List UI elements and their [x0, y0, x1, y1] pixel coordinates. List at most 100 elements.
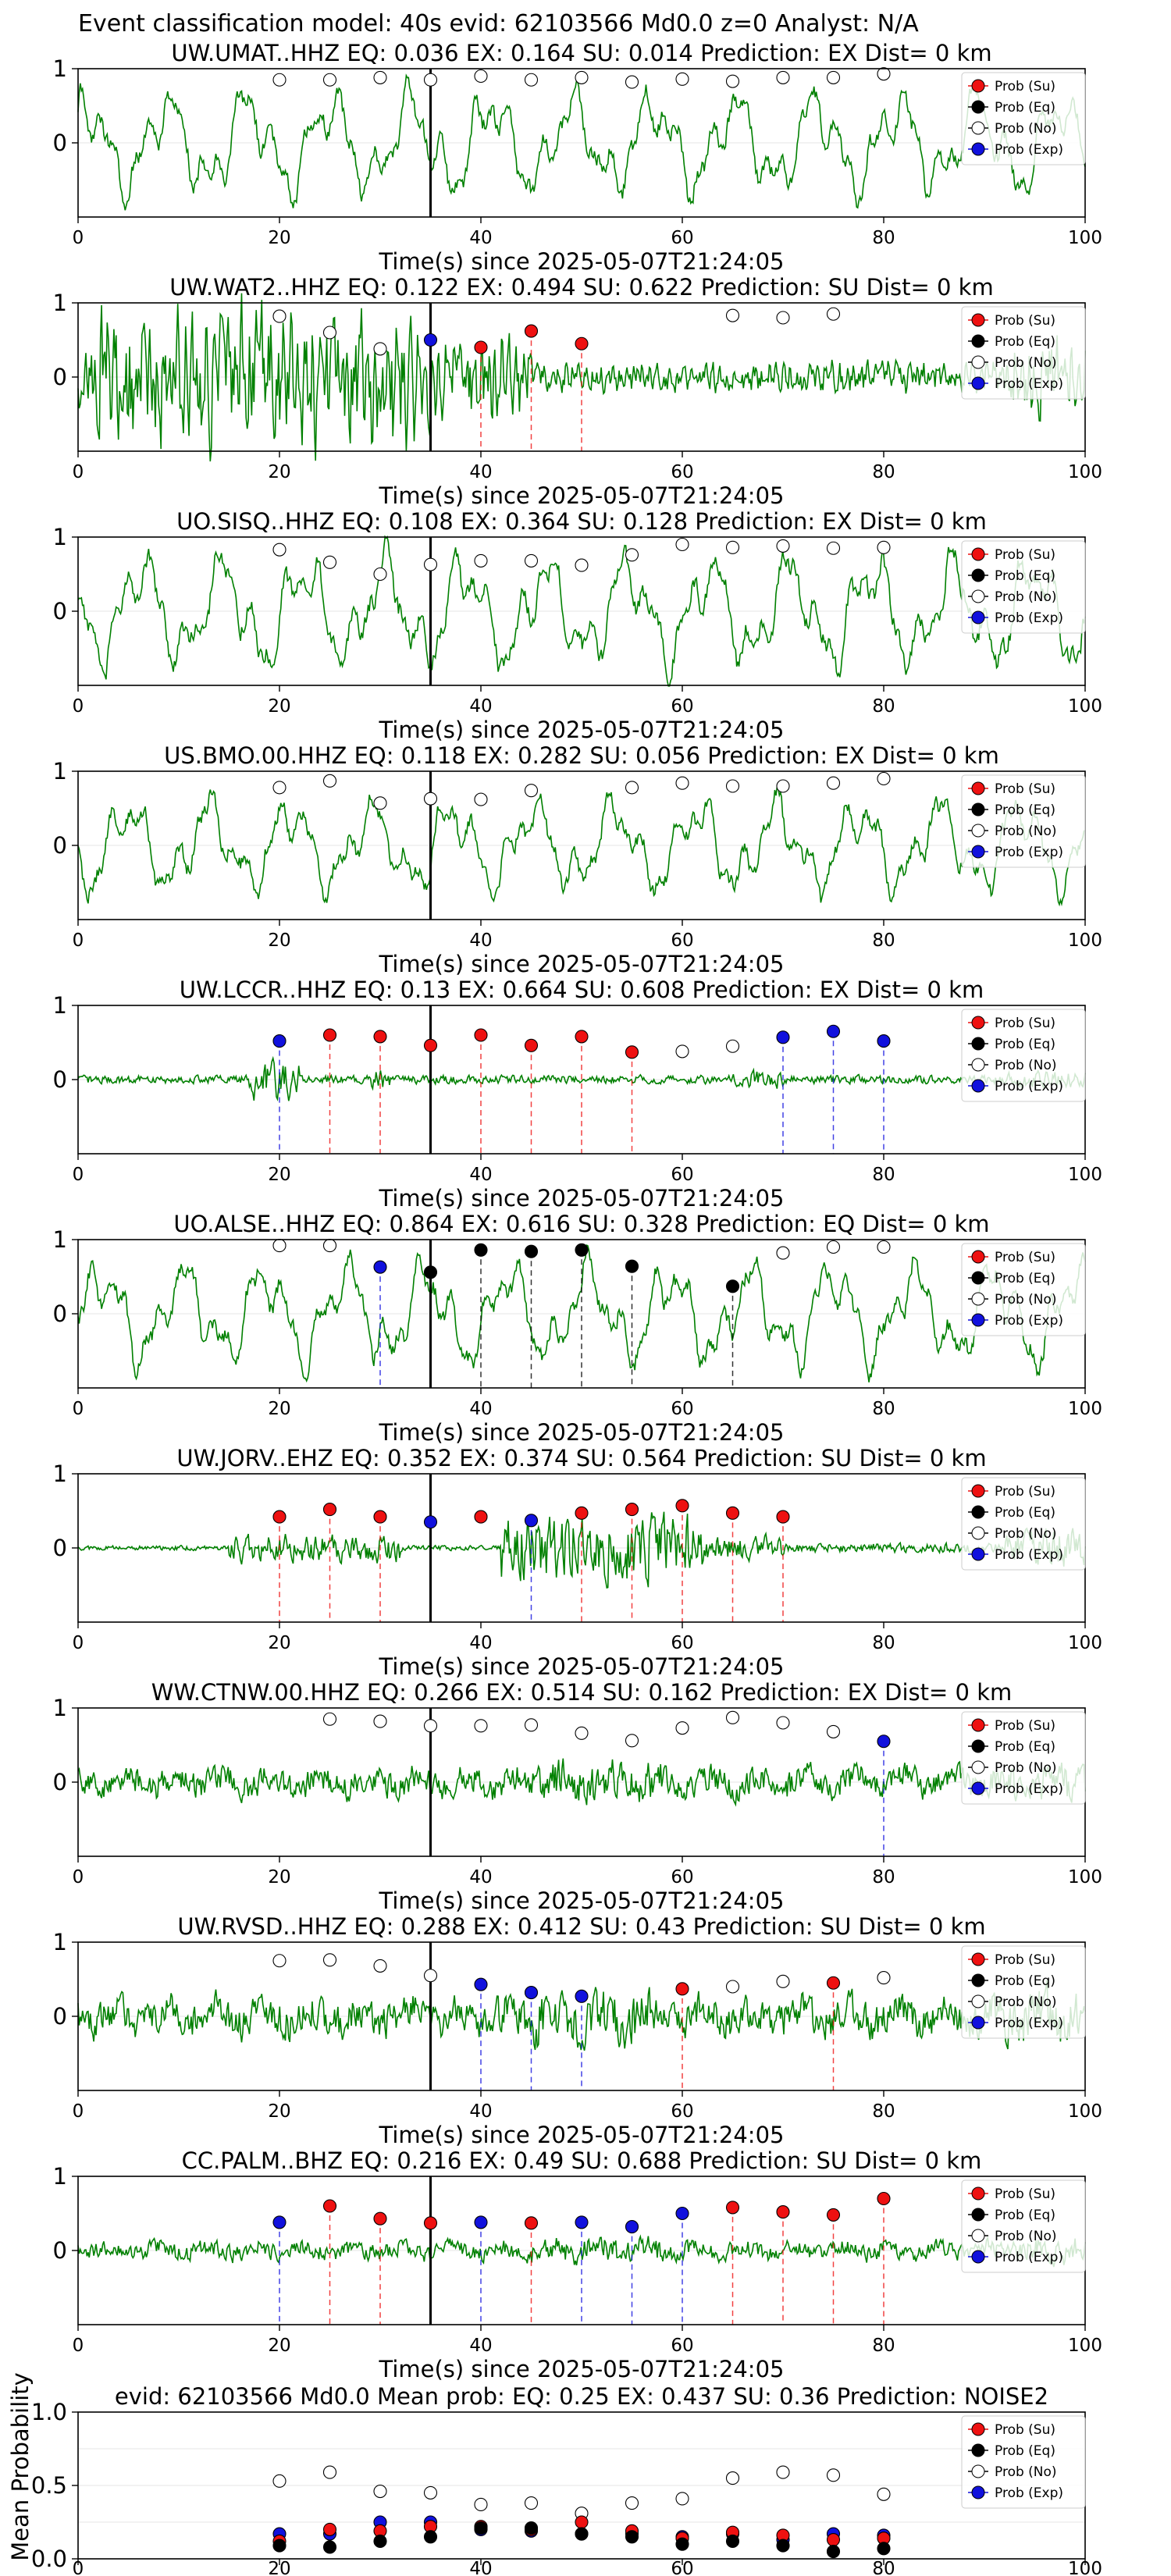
x-tick-label: 100 — [1068, 462, 1102, 482]
legend-marker-no — [971, 1526, 985, 1540]
x-tick-label: 100 — [1068, 1867, 1102, 1888]
prob-marker-no — [826, 307, 841, 321]
waveform-trace — [77, 73, 1086, 211]
prob-marker-no — [272, 1954, 287, 1968]
x-tick-label: 0 — [73, 228, 84, 248]
prob-marker-no — [776, 779, 790, 793]
legend-label-su: Prob (Su) — [995, 2186, 1055, 2202]
prob-marker-su — [575, 1030, 589, 1044]
legend-label-su: Prob (Su) — [995, 79, 1055, 94]
x-axis-label: Time(s) since 2025-05-07T21:24:05 — [379, 951, 785, 977]
legend-label-exp: Prob (Exp) — [995, 1781, 1063, 1797]
prob-marker-su — [826, 1976, 841, 1990]
x-axis-label: Time(s) since 2025-05-07T21:24:05 — [379, 2356, 785, 2382]
prob-marker-no — [877, 771, 891, 786]
prob-marker-exp — [272, 2215, 287, 2229]
legend-marker-exp — [971, 845, 985, 859]
x-tick-label: 100 — [1068, 1633, 1102, 1653]
x-tick-label: 80 — [872, 1867, 895, 1888]
prob-marker-no — [826, 1240, 841, 1254]
station-panel: WW.CTNW.00.HHZ EQ: 0.266 EX: 0.514 SU: 0… — [53, 1679, 1102, 1914]
mean-marker-no — [373, 2484, 387, 2499]
legend-marker-no — [971, 2464, 985, 2478]
x-tick-label: 60 — [671, 930, 693, 951]
legend-marker-no — [971, 824, 985, 838]
prob-marker-exp — [474, 2215, 488, 2229]
x-tick-label: 80 — [872, 930, 895, 951]
mean-marker-no — [272, 2474, 287, 2488]
legend-marker-exp — [971, 2485, 985, 2500]
x-tick-label: 60 — [671, 228, 693, 248]
prob-marker-exp — [423, 1515, 438, 1529]
mean-marker-eq — [272, 2539, 287, 2553]
x-tick-label: 20 — [268, 2559, 290, 2576]
waveform-trace — [77, 1055, 1086, 1102]
legend-label-exp: Prob (Exp) — [995, 1079, 1063, 1094]
legend-label-exp: Prob (Exp) — [995, 845, 1063, 860]
legend-label-eq: Prob (Eq) — [995, 568, 1055, 584]
station-panel: CC.PALM..BHZ EQ: 0.216 EX: 0.49 SU: 0.68… — [53, 2147, 1102, 2382]
prob-marker-su — [272, 1510, 287, 1524]
prob-marker-exp — [575, 2215, 589, 2229]
y-tick-label: 0 — [53, 598, 67, 624]
legend-label-eq: Prob (Eq) — [995, 100, 1055, 116]
station-panel: US.BMO.00.HHZ EQ: 0.118 EX: 0.282 SU: 0.… — [53, 742, 1102, 977]
prob-marker-no — [423, 1969, 438, 1983]
legend-marker-su — [971, 2186, 985, 2201]
prob-marker-no — [272, 73, 287, 87]
x-axis-label: Time(s) since 2025-05-07T21:24:05 — [379, 1888, 785, 1914]
legend-label-su: Prob (Su) — [995, 1952, 1055, 1968]
station-panel: UW.RVSD..HHZ EQ: 0.288 EX: 0.412 SU: 0.4… — [53, 1913, 1102, 2148]
legend: Prob (Su) Prob (Eq) Prob (No) Prob (Exp) — [961, 306, 1086, 400]
x-tick-label: 100 — [1068, 1399, 1102, 1419]
prob-marker-no — [524, 553, 539, 568]
x-tick-label: 100 — [1068, 2101, 1102, 2122]
prob-marker-no — [877, 1971, 891, 1985]
prob-marker-no — [877, 540, 891, 554]
legend-marker-su — [971, 781, 985, 795]
legend-label-no: Prob (No) — [995, 2229, 1057, 2244]
prob-marker-exp — [675, 2206, 689, 2221]
prob-marker-no — [322, 1712, 337, 1726]
x-tick-label: 20 — [268, 1633, 290, 1653]
legend-label-su: Prob (Su) — [995, 1016, 1055, 1031]
prob-marker-su — [423, 2216, 438, 2230]
panel-title: UW.JORV..EHZ EQ: 0.352 EX: 0.374 SU: 0.5… — [176, 1445, 986, 1471]
prob-marker-exp — [826, 1024, 841, 1038]
prob-marker-no — [524, 784, 539, 798]
legend-marker-eq — [971, 1973, 985, 1987]
legend-label-eq: Prob (Eq) — [995, 2208, 1055, 2223]
prob-marker-su — [877, 2191, 891, 2206]
legend: Prob (Su) Prob (Eq) Prob (No) Prob (Exp) — [961, 2415, 1086, 2509]
legend-label-exp: Prob (Exp) — [995, 2485, 1063, 2501]
y-tick-label: 0 — [53, 130, 67, 156]
x-tick-label: 20 — [268, 1165, 290, 1185]
prob-marker-eq — [423, 1265, 438, 1279]
x-tick-label: 40 — [469, 462, 492, 482]
station-panel: UO.ALSE..HHZ EQ: 0.864 EX: 0.616 SU: 0.3… — [53, 1211, 1102, 1446]
y-tick-label: 0 — [53, 832, 67, 859]
prob-marker-no — [575, 558, 589, 572]
waveform-trace — [77, 1758, 1086, 1807]
y-tick-label: 0 — [53, 2003, 67, 2030]
station-panel: UW.UMAT..HHZ EQ: 0.036 EX: 0.164 SU: 0.0… — [53, 40, 1102, 275]
legend-label-exp: Prob (Exp) — [995, 2250, 1063, 2265]
legend-label-eq: Prob (Eq) — [995, 1271, 1055, 1286]
x-tick-label: 100 — [1068, 1165, 1102, 1185]
prob-marker-su — [625, 1503, 639, 1517]
x-tick-label: 100 — [1068, 696, 1102, 717]
legend-label-eq: Prob (Eq) — [995, 1973, 1055, 1989]
legend-marker-su — [971, 1250, 985, 1264]
prob-marker-no — [272, 781, 287, 795]
mean-marker-no — [423, 2485, 438, 2500]
prob-marker-eq — [575, 1243, 589, 1257]
legend-label-su: Prob (Su) — [995, 547, 1055, 563]
prob-marker-no — [826, 541, 841, 555]
y-tick-label: 0 — [53, 1066, 67, 1093]
prob-marker-su — [725, 2201, 740, 2215]
x-tick-label: 40 — [469, 1867, 492, 1888]
panel-title: UW.UMAT..HHZ EQ: 0.036 EX: 0.164 SU: 0.0… — [171, 40, 991, 66]
prob-marker-no — [675, 776, 689, 790]
legend-box — [961, 72, 1086, 165]
prob-marker-no — [675, 537, 689, 552]
